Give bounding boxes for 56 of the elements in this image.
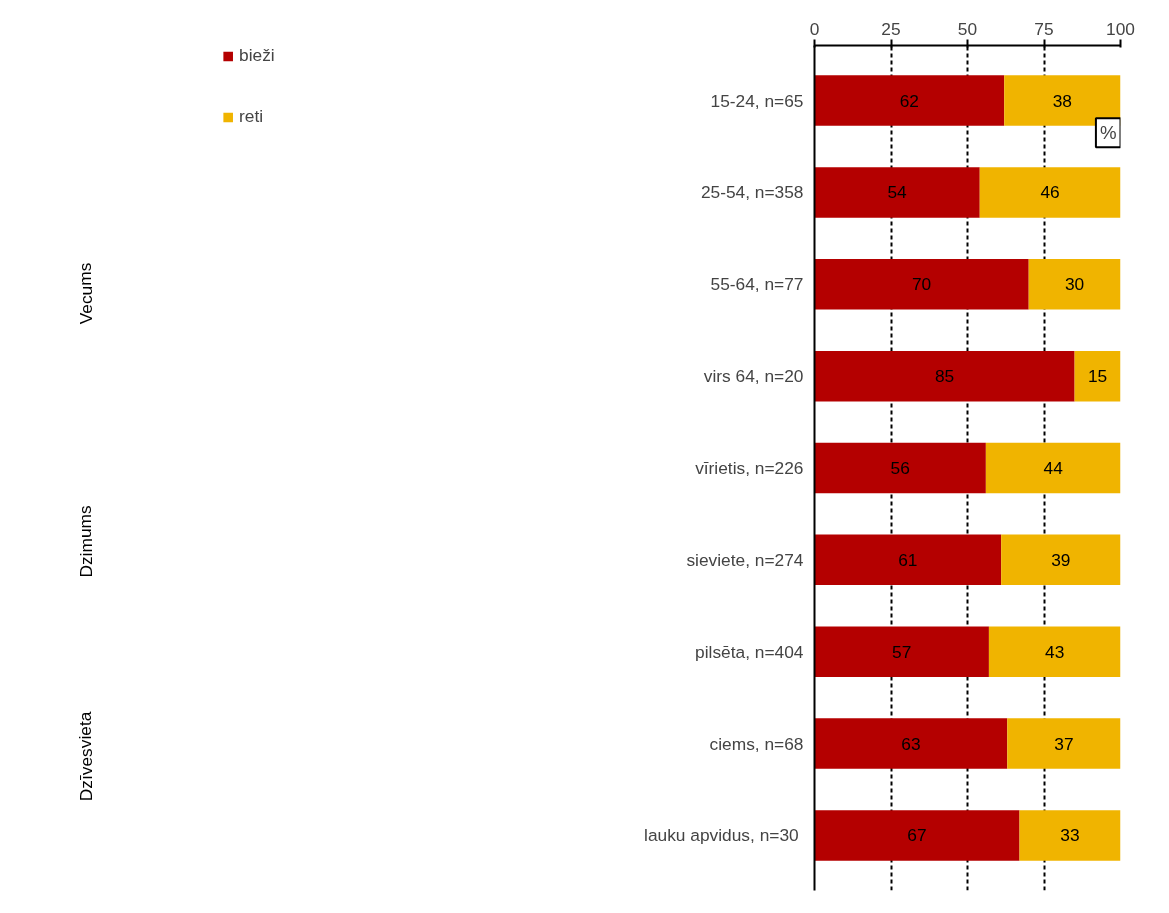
data-label: 30 (1064, 274, 1085, 295)
data-label: 54 (887, 182, 908, 203)
y-tick-label: 15-24, n=65 (710, 90, 804, 111)
y-tick-label: 25-54, n=358 (700, 182, 804, 203)
data-label: 56 (890, 458, 910, 478)
bar (814, 810, 1020, 861)
bar (1004, 75, 1121, 126)
bar (1074, 350, 1121, 402)
bar (1028, 259, 1121, 310)
y-tick-label: 55-64, n=77 (710, 274, 804, 295)
text: Dzīvesvieta (75, 711, 96, 802)
x-tick-label: 25 (881, 18, 901, 39)
y-tick-label: ciems, n=68 (709, 733, 804, 754)
data-label: 44 (1043, 458, 1064, 478)
y-tick-label: pilsēta, n=404 (695, 641, 804, 662)
legend-label: bieži (239, 45, 275, 66)
annotation: % (1099, 122, 1117, 144)
bar (979, 167, 1121, 218)
bar (1001, 534, 1121, 586)
text: Vecums (75, 262, 96, 325)
bar (1007, 718, 1121, 769)
data-label: 63 (901, 733, 921, 754)
data-label: 67 (907, 825, 927, 846)
x-tick-label: 50 (957, 18, 978, 39)
data-label: 43 (1045, 641, 1065, 662)
x-tick-label: 75 (1034, 18, 1054, 39)
bar (814, 442, 986, 494)
data-label: 46 (1040, 182, 1060, 203)
y-tick-label: vīrietis, n=226 (695, 458, 804, 478)
x-tick-label: 100 (1106, 18, 1135, 39)
data-label: 70 (911, 274, 932, 295)
data-label: 61 (898, 549, 918, 570)
data-label: 33 (1060, 825, 1080, 846)
data-label: 85 (934, 366, 955, 387)
x-tick-label: 0 (809, 18, 820, 39)
bar (814, 350, 1075, 402)
y-tick-label: sieviete, n=274 (686, 549, 804, 570)
data-label: 39 (1051, 549, 1071, 570)
y-tick-label: virs 64, n=20 (703, 366, 804, 387)
bar (814, 626, 989, 677)
data-label: 57 (892, 641, 912, 662)
data-label: 15 (1087, 366, 1108, 387)
y-tick-label: lauku apvidus, n=30 (644, 825, 799, 846)
bar (988, 626, 1121, 677)
legend-label: reti (239, 106, 264, 127)
data-label: 37 (1054, 733, 1074, 754)
data-label: 62 (899, 90, 919, 111)
bar (1019, 810, 1121, 861)
bar (814, 75, 1005, 126)
bar (814, 534, 1002, 586)
data-label: 38 (1052, 90, 1072, 111)
bar (814, 167, 980, 218)
bar (814, 718, 1008, 769)
bar (814, 259, 1029, 310)
text: Dzimums (75, 505, 96, 578)
bar (985, 442, 1121, 494)
